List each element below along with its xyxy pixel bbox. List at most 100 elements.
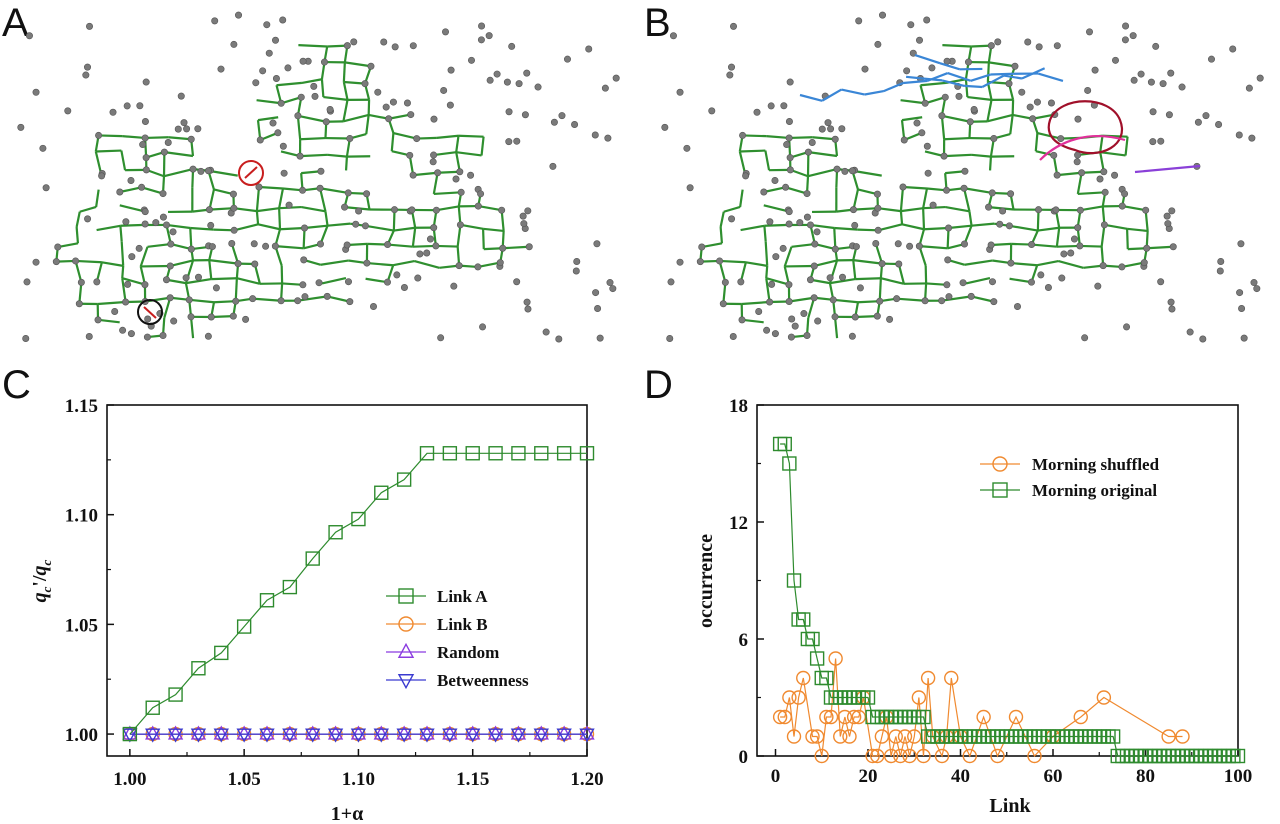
chart-d-point: [791, 690, 806, 705]
network-node: [442, 28, 450, 36]
network-edge: [814, 259, 838, 268]
network-node: [838, 273, 846, 281]
network-node: [486, 76, 494, 84]
network-edge: [740, 224, 765, 232]
network-node: [229, 312, 237, 320]
chart-c-point: [305, 728, 321, 743]
network-edge: [95, 149, 122, 153]
network-edge: [478, 204, 502, 212]
network-node: [803, 332, 811, 340]
network-node: [32, 88, 40, 96]
chart-d-point: [782, 690, 797, 705]
network-node: [874, 40, 882, 48]
network-edge: [279, 226, 305, 231]
chart-c-point: [236, 725, 252, 740]
network-node: [780, 102, 788, 110]
cluster-edge-blue: [841, 88, 866, 96]
network-node: [994, 38, 1002, 46]
network-node: [594, 305, 602, 313]
network-node: [771, 330, 779, 338]
network-edge: [388, 113, 411, 120]
network-node: [430, 151, 438, 159]
network-node: [848, 332, 856, 340]
network-node: [738, 316, 746, 324]
network-node: [477, 36, 485, 44]
network-node: [162, 276, 170, 284]
network-panel-a: [17, 11, 620, 343]
network-node: [923, 142, 931, 150]
chart-d-point: [796, 612, 811, 627]
network-node: [593, 240, 601, 248]
network-edge: [170, 242, 192, 251]
network-node: [818, 125, 826, 133]
network-node: [787, 333, 795, 341]
network-edge: [120, 241, 125, 266]
network-node: [54, 243, 62, 251]
network-node: [524, 305, 532, 313]
network-edge: [900, 207, 924, 213]
chart-c-point: [373, 725, 389, 740]
network-node: [988, 278, 996, 286]
network-node: [921, 99, 929, 107]
chart-d-point: [911, 690, 927, 705]
chart-c-point: [419, 728, 435, 743]
network-node: [159, 190, 167, 198]
chart-c-xtick-label: 1.05: [228, 769, 261, 790]
network-edge: [764, 241, 769, 266]
network-edge: [455, 135, 460, 153]
network-node: [856, 284, 864, 292]
chart-d-point: [828, 651, 843, 666]
chart-d-point: [1175, 729, 1190, 744]
network-node: [1005, 222, 1013, 230]
network-node: [966, 118, 974, 126]
network-node: [964, 58, 972, 66]
chart-c-point: [556, 728, 572, 743]
network-node: [1199, 335, 1207, 343]
network-node: [142, 154, 150, 162]
network-node: [1178, 83, 1186, 91]
chart-c-point: [122, 725, 138, 740]
network-node: [970, 105, 978, 113]
network-edge: [78, 282, 83, 304]
network-edge: [942, 44, 972, 48]
network-edge: [365, 224, 395, 232]
network-node: [591, 131, 599, 139]
network-edge: [1079, 244, 1102, 248]
chart-d-legend: Morning shuffled Morning original: [980, 455, 1160, 500]
chart-c-point: [396, 472, 412, 487]
network-node: [1121, 190, 1129, 198]
network-node: [429, 158, 437, 166]
network-node: [728, 215, 736, 223]
network-edge: [170, 259, 194, 268]
network-node: [523, 298, 531, 306]
network-node: [343, 42, 351, 50]
network-node: [1058, 274, 1066, 282]
network-edge: [255, 211, 260, 225]
network-node: [299, 186, 307, 194]
chart-c-legend-label: Link A: [437, 587, 488, 606]
network-node: [279, 142, 287, 150]
network-node: [1165, 111, 1173, 119]
chart-c-point: [350, 728, 367, 743]
network-node: [141, 281, 149, 289]
network-edge: [1081, 170, 1104, 174]
network-edge: [1031, 243, 1057, 248]
network-edge: [719, 211, 725, 228]
network-node: [851, 221, 859, 229]
network-node: [496, 259, 504, 267]
network-edge: [1056, 244, 1080, 248]
network-edge: [807, 168, 838, 178]
network-node: [235, 11, 243, 19]
network-edge: [366, 261, 394, 267]
network-node: [310, 82, 318, 90]
network-edge: [121, 278, 127, 303]
network-node: [1217, 257, 1225, 265]
panel-label-a: A: [2, 1, 29, 45]
chart-c-point: [442, 446, 458, 461]
network-node: [1111, 56, 1119, 64]
network-node: [346, 134, 354, 142]
network-node: [284, 64, 292, 72]
chart-d-point: [851, 709, 866, 725]
network-node: [519, 212, 527, 220]
network-edge: [722, 282, 727, 304]
